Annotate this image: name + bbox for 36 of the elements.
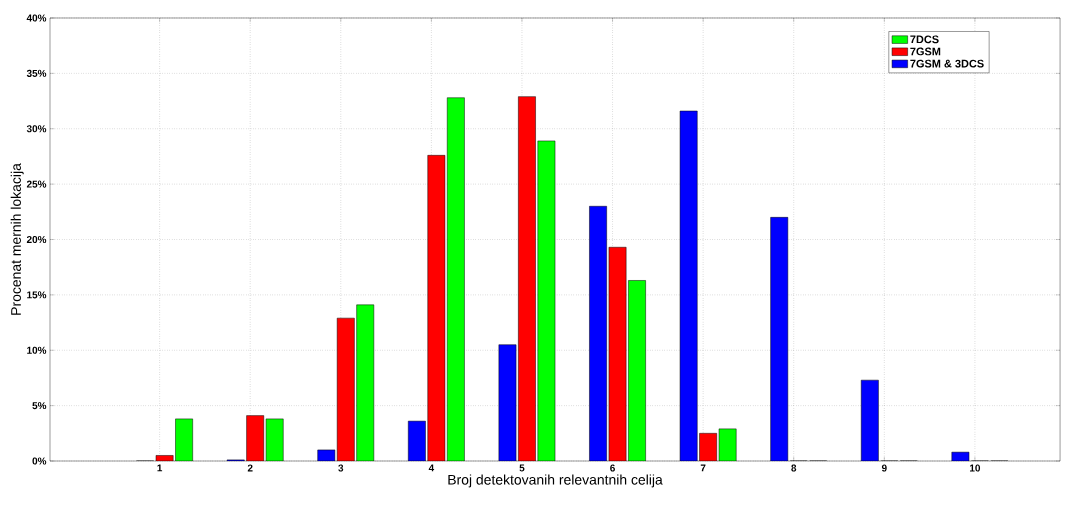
legend-label: 7DCS: [910, 35, 939, 44]
y-tick-label: 10%: [27, 346, 47, 354]
y-tick-label: 30%: [26, 125, 47, 133]
y-tick-label: 15%: [27, 291, 47, 299]
bar: [246, 415, 265, 461]
bar: [860, 379, 879, 461]
bar: [589, 206, 607, 461]
x-tick-label: 6: [610, 464, 615, 472]
bar: [446, 97, 465, 461]
x-tick-label: 9: [881, 464, 887, 472]
legend-label: 7GSM: [910, 47, 941, 56]
y-tick-label: 25%: [26, 180, 47, 188]
bar: [427, 155, 446, 461]
x-axis-title: Broj detektovanih relevantnih celija: [448, 474, 663, 488]
y-tick-label: 35%: [26, 69, 47, 77]
y-tick-label: 5%: [32, 402, 47, 410]
bar: [337, 318, 355, 461]
bar: [628, 280, 646, 461]
bar: [679, 110, 698, 461]
legend-label: 7GSM & 3DCS: [910, 59, 984, 68]
x-tick-label: 10: [969, 464, 981, 472]
x-tick-label: 2: [247, 464, 253, 472]
y-tick-label: 0%: [32, 457, 47, 465]
x-tick-label: 7: [700, 464, 706, 472]
y-tick-label: 20%: [26, 235, 47, 244]
y-axis-title: Procenat mernih lokacija: [10, 163, 24, 315]
bar: [356, 304, 374, 461]
bar: [770, 217, 789, 461]
bar: [518, 96, 536, 461]
x-tick-label: 3: [338, 464, 344, 472]
x-tick-label: 4: [428, 464, 435, 472]
y-tick-label: 40%: [26, 14, 47, 22]
bar: [537, 140, 556, 461]
x-tick-label: 5: [519, 464, 525, 472]
x-tick-label: 8: [791, 464, 797, 472]
x-tick-label: 1: [157, 464, 163, 472]
